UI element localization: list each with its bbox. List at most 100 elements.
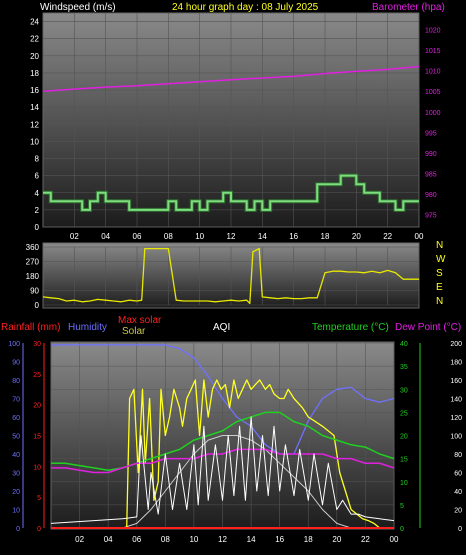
x-tick-label: 20 — [332, 535, 341, 544]
header-barometer: Barometer (hpa) — [372, 2, 445, 13]
rain-tick-label: 20 — [33, 403, 41, 410]
y-tick-label: 22 — [30, 35, 39, 44]
legend-rainfall: Rainfall (mm) — [1, 322, 60, 333]
legend-max-solar: Max solar — [118, 315, 162, 326]
y-tick-label: 8 — [35, 155, 40, 164]
rain-tick-label: 5 — [37, 495, 41, 502]
humidity-tick-label: 60 — [12, 415, 20, 422]
rain-tick-label: 10 — [33, 464, 41, 471]
compass-label: N — [436, 296, 443, 307]
solar-tick-label: 140 — [450, 397, 462, 404]
temp-tick-label: 5 — [400, 503, 404, 510]
y2-tick-label: 985 — [425, 172, 437, 179]
solar-tick-label: 0 — [458, 526, 462, 533]
x-tick-label: 14 — [258, 232, 267, 241]
y2-tick-label: 995 — [425, 130, 437, 137]
temp-tick-label: 30 — [400, 387, 408, 394]
y2-tick-label: 990 — [425, 151, 437, 158]
temp-tick-label: 15 — [400, 457, 408, 464]
humidity-tick-label: 0 — [16, 526, 20, 533]
humidity-tick-label: 10 — [12, 508, 20, 515]
rain-tick-label: 30 — [33, 341, 41, 348]
solar-tick-label: 40 — [454, 489, 462, 496]
legend-solar: Solar — [122, 326, 146, 337]
x-tick-label: 16 — [289, 232, 298, 241]
x-tick-label: 10 — [195, 232, 204, 241]
solar-tick-label: 60 — [454, 471, 462, 478]
wind-series — [43, 174, 419, 211]
temp-tick-label: 40 — [400, 341, 408, 348]
y-tick-label: 180 — [26, 272, 40, 281]
y2-tick-label: 1020 — [425, 27, 441, 34]
header-windspeed: Windspeed (m/s) — [40, 2, 116, 13]
y-tick-label: 14 — [30, 103, 39, 112]
humidity-tick-label: 90 — [12, 360, 20, 367]
temp-tick-label: 25 — [400, 410, 408, 417]
y-tick-label: 12 — [30, 120, 39, 129]
humidity-tick-label: 40 — [12, 452, 20, 459]
solar-tick-label: 20 — [454, 508, 462, 515]
solar-tick-label: 200 — [450, 341, 462, 348]
y2-tick-label: 1000 — [425, 110, 441, 117]
solar-tick-label: 80 — [454, 452, 462, 459]
x-tick-label: 14 — [247, 535, 256, 544]
solar-tick-label: 100 — [450, 434, 462, 441]
humidity-series — [51, 344, 395, 455]
x-tick-label: 06 — [132, 535, 141, 544]
legend-temperature: Temperature (°C) — [312, 322, 389, 333]
humidity-tick-label: 100 — [8, 341, 20, 348]
x-tick-label: 12 — [218, 535, 227, 544]
temp-tick-label: 20 — [400, 434, 408, 441]
y2-tick-label: 1010 — [425, 69, 441, 76]
x-tick-label: 20 — [352, 232, 361, 241]
x-tick-label: 12 — [227, 232, 236, 241]
humidity-tick-label: 50 — [12, 434, 20, 441]
solar-tick-label: 180 — [450, 360, 462, 367]
legend-dew-point: Dew Point (°C) — [395, 322, 461, 333]
temp-tick-label: 10 — [400, 480, 408, 487]
temp-tick-label: 35 — [400, 364, 408, 371]
x-tick-label: 04 — [104, 535, 113, 544]
humidity-tick-label: 80 — [12, 378, 20, 385]
humidity-tick-label: 20 — [12, 489, 20, 496]
solar-series — [51, 379, 394, 529]
compass-label: E — [436, 282, 443, 293]
y-tick-label: 0 — [35, 223, 40, 232]
barometer-series — [42, 65, 420, 92]
y2-tick-label: 975 — [425, 213, 437, 220]
x-tick-label: 00 — [390, 535, 399, 544]
y-tick-label: 4 — [35, 189, 40, 198]
y2-tick-label: 1005 — [425, 89, 441, 96]
y2-tick-label: 1015 — [425, 48, 441, 55]
y-tick-label: 6 — [35, 172, 40, 181]
solar-tick-label: 160 — [450, 378, 462, 385]
y-tick-label: 0 — [35, 301, 40, 310]
y-tick-label: 20 — [30, 52, 39, 61]
y-tick-label: 24 — [30, 18, 39, 27]
rain-tick-label: 15 — [33, 434, 41, 441]
x-tick-label: 02 — [75, 535, 84, 544]
x-tick-label: 18 — [321, 232, 330, 241]
compass-label: S — [436, 268, 443, 279]
y2-tick-label: 980 — [425, 192, 437, 199]
y-tick-label: 270 — [26, 258, 40, 267]
humidity-tick-label: 70 — [12, 397, 20, 404]
x-tick-label: 22 — [383, 232, 392, 241]
y-tick-label: 360 — [26, 243, 40, 252]
x-tick-label: 08 — [164, 232, 173, 241]
y-tick-label: 90 — [30, 287, 39, 296]
x-tick-label: 16 — [275, 535, 284, 544]
humidity-tick-label: 30 — [12, 471, 20, 478]
legend-humidity: Humidity — [68, 322, 107, 333]
solar-tick-label: 120 — [450, 415, 462, 422]
y-tick-label: 10 — [30, 137, 39, 146]
header-title: 24 hour graph day : 08 July 2025 — [172, 2, 319, 13]
x-tick-label: 02 — [70, 232, 79, 241]
temperature-c-series — [51, 411, 395, 471]
legend-aqi: AQI — [213, 322, 230, 333]
rain-tick-label: 0 — [37, 526, 41, 533]
x-tick-label: 06 — [133, 232, 142, 241]
x-tick-label: 22 — [361, 535, 370, 544]
x-tick-label: 04 — [101, 232, 110, 241]
